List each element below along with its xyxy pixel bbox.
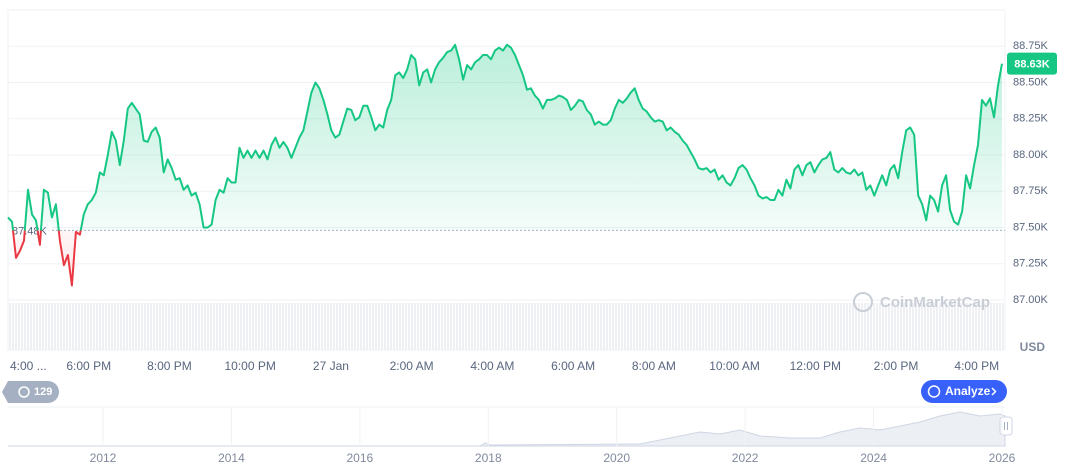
x-tick-label: 6:00 PM	[66, 359, 111, 373]
year-label: 2014	[218, 451, 245, 465]
navigator-area	[8, 411, 1006, 447]
year-label: 2018	[475, 451, 502, 465]
year-label: 2016	[347, 451, 374, 465]
watermark: CoinMarketCap	[853, 292, 990, 312]
y-tick-label: 87.00K	[1013, 294, 1049, 306]
x-tick-label: 6:00 AM	[551, 359, 595, 373]
currency: USD	[1020, 340, 1046, 354]
reference-label: 87.48K	[12, 225, 48, 237]
history-badge[interactable]: 129	[2, 381, 59, 403]
year-label: 2020	[603, 451, 630, 465]
analyze-button[interactable]: Analyze	[921, 380, 1007, 403]
year-label: 2026	[989, 451, 1016, 465]
navigator-handle[interactable]	[999, 416, 1013, 436]
current-price-tag	[1007, 52, 1057, 75]
x-tick-label: 27 Jan	[313, 359, 349, 373]
x-tick-label: 2:00 AM	[390, 359, 434, 373]
x-tick-label: 12:00 PM	[790, 359, 841, 373]
y-tick-label: 88.50K	[1013, 76, 1049, 88]
navigator	[8, 406, 1013, 447]
x-tick-label: 4:00 AM	[470, 359, 514, 373]
y-tick-label: 88.00K	[1013, 149, 1049, 161]
x-tick-label: 10:00 PM	[224, 359, 275, 373]
x-tick-label: 2:00 PM	[874, 359, 919, 373]
x-tick-label: 4:00 PM	[954, 359, 999, 373]
year-label: 2012	[90, 451, 117, 465]
current-price-label: 88.63K	[1014, 59, 1050, 71]
y-tick-label: 87.25K	[1013, 258, 1049, 270]
y-tick-label: 88.25K	[1013, 113, 1049, 125]
year-label: 2024	[860, 451, 887, 465]
x-tick-label: 10:00 AM	[709, 359, 760, 373]
y-tick-label: 87.75K	[1013, 185, 1049, 197]
y-tick-label: 88.75K	[1013, 40, 1049, 52]
volume-strip	[8, 303, 1005, 350]
x-tick-label: 4:00 ...	[10, 359, 47, 373]
x-tick-label: 8:00 AM	[632, 359, 676, 373]
price-line	[7, 43, 1003, 287]
y-tick-label: 87.50K	[1013, 221, 1049, 233]
badge-count: 129	[34, 386, 52, 398]
x-tick-label: 8:00 PM	[147, 359, 192, 373]
analyze-label: Analyze	[945, 384, 991, 398]
price-area	[8, 44, 1002, 286]
year-label: 2022	[732, 451, 759, 465]
watermark-text: CoinMarketCap	[880, 294, 990, 311]
